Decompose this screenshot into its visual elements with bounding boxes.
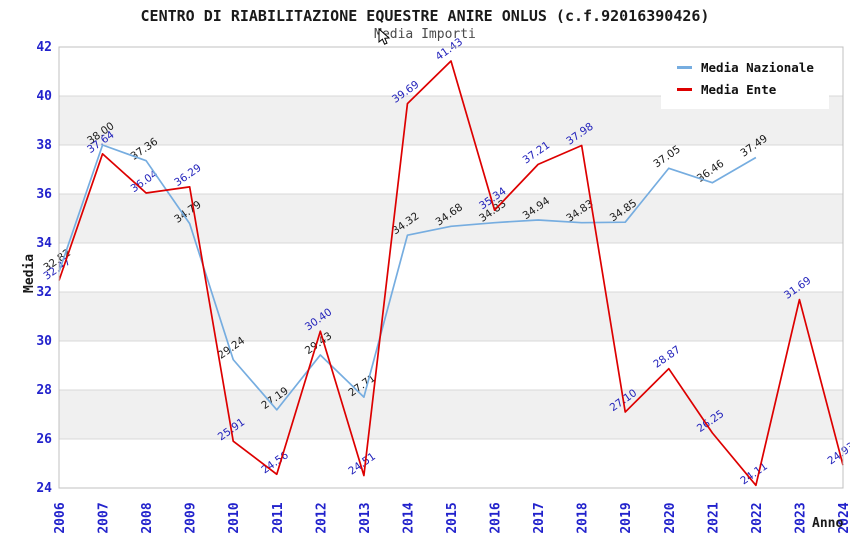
svg-text:2022: 2022 (750, 502, 765, 533)
legend-item-media-ente: Media Ente (677, 82, 829, 97)
svg-text:2012: 2012 (314, 502, 329, 533)
svg-text:2024: 2024 (837, 502, 850, 533)
legend: Media Nazionale Media Ente (661, 50, 829, 109)
svg-text:26: 26 (36, 432, 52, 447)
svg-text:2011: 2011 (271, 502, 286, 533)
x-axis-title: Anno (812, 516, 844, 531)
svg-text:2010: 2010 (227, 502, 242, 533)
legend-label-nazionale: Media Nazionale (701, 60, 814, 75)
mouse-cursor-icon (378, 28, 391, 45)
legend-label-ente: Media Ente (701, 82, 777, 97)
svg-text:2019: 2019 (619, 502, 634, 533)
legend-swatch-nazionale (677, 66, 692, 69)
svg-text:2015: 2015 (445, 502, 460, 533)
svg-text:2009: 2009 (184, 502, 199, 533)
svg-text:2006: 2006 (53, 502, 68, 533)
svg-text:32: 32 (36, 285, 52, 300)
svg-text:30: 30 (36, 334, 52, 349)
chart-title: CENTRO DI RIABILITAZIONE EQUESTRE ANIRE … (140, 7, 710, 25)
legend-swatch-ente (677, 88, 692, 91)
svg-text:2017: 2017 (532, 502, 547, 533)
svg-text:2016: 2016 (489, 502, 504, 533)
svg-text:2018: 2018 (576, 502, 591, 533)
svg-text:34: 34 (36, 236, 52, 251)
svg-text:2013: 2013 (358, 502, 373, 533)
svg-text:42: 42 (36, 40, 52, 55)
y-axis-title: Media (22, 253, 37, 293)
svg-text:2014: 2014 (401, 502, 416, 533)
svg-text:2007: 2007 (97, 502, 112, 533)
svg-text:24: 24 (36, 481, 52, 496)
svg-text:2008: 2008 (140, 502, 155, 533)
svg-text:2023: 2023 (793, 502, 808, 533)
svg-text:2020: 2020 (663, 502, 678, 533)
svg-text:2021: 2021 (706, 502, 721, 533)
svg-text:28: 28 (36, 383, 52, 398)
svg-text:36: 36 (36, 187, 52, 202)
svg-text:40: 40 (36, 89, 52, 104)
legend-item-media-nazionale: Media Nazionale (677, 60, 829, 75)
chart-subtitle: Media Importi (374, 27, 476, 42)
svg-text:38: 38 (36, 138, 52, 153)
